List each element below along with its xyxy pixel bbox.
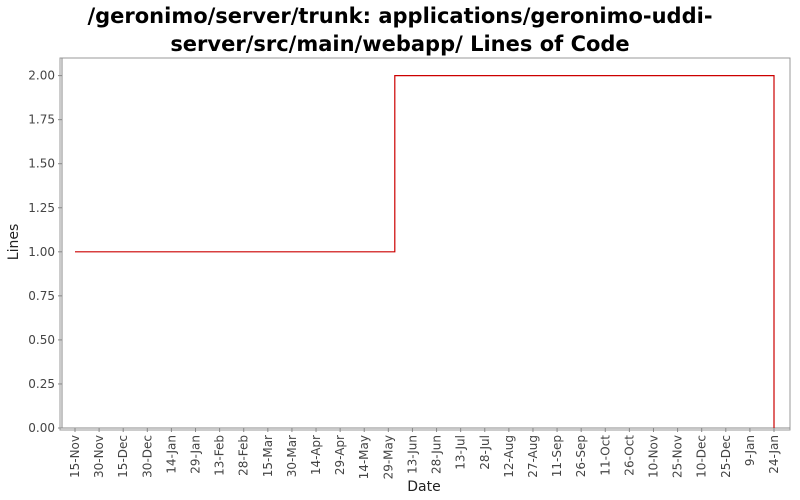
y-tick-label: 0.50 — [28, 333, 55, 347]
chart-title: /geronimo/server/trunk: applications/ger… — [0, 2, 800, 58]
x-tick-label: 14-Apr — [309, 435, 323, 475]
x-tick-label: 24-Jan — [767, 435, 781, 474]
x-tick-label: 15-Nov — [68, 435, 82, 478]
x-tick-label: 28-Feb — [237, 435, 251, 476]
y-axis-title: Lines — [6, 224, 22, 260]
y-tick-label: 0.25 — [28, 377, 55, 391]
x-tick-label: 26-Oct — [622, 435, 636, 476]
x-tick-label: 27-Aug — [526, 435, 540, 478]
y-tick-label: 1.75 — [28, 113, 55, 127]
x-tick-label: 29-Apr — [333, 435, 347, 475]
x-tick-label: 13-Feb — [213, 435, 227, 476]
x-tick-label: 25-Nov — [671, 435, 685, 478]
y-tick-label: 1.50 — [28, 157, 55, 171]
x-tick-label: 10-Dec — [695, 435, 709, 478]
x-tick-label: 29-May — [381, 435, 395, 479]
x-tick-label: 26-Sep — [574, 435, 588, 477]
x-ticks: 15-Nov 30-Nov 15-Dec 30-Dec 14-Jan 29-Jan 13-F… — [68, 428, 781, 479]
x-tick-label: 9-Jan — [743, 435, 757, 466]
x-tick-label: 13-Jul — [454, 435, 468, 470]
series-line — [75, 74, 775, 428]
x-tick-label: 30-Dec — [140, 435, 154, 478]
x-tick-label: 15-Dec — [116, 435, 130, 478]
x-tick-label: 15-Mar — [261, 435, 275, 477]
x-axis-title: Date — [407, 479, 440, 495]
x-tick-label: 28-Jul — [478, 435, 492, 470]
y-tick-label: 0.75 — [28, 289, 55, 303]
y-tick-label: 0.00 — [28, 421, 55, 435]
x-tick-label: 30-Nov — [92, 435, 106, 478]
series-group — [75, 74, 775, 428]
x-tick-label: 29-Jan — [189, 435, 203, 474]
x-tick-label: 13-Jun — [405, 435, 419, 474]
x-tick-label: 14-Jan — [164, 435, 178, 474]
y-tick-label: 1.00 — [28, 245, 55, 259]
x-tick-label: 30-Mar — [285, 435, 299, 477]
x-tick-label: 11-Oct — [598, 435, 612, 476]
y-tick-label: 2.00 — [28, 69, 55, 83]
plot-frame — [59, 57, 791, 431]
y-ticks: 0.00 0.25 0.50 0.75 1.00 1.25 1.50 1.75 2.00 — [28, 69, 62, 435]
chart-title-line-1: /geronimo/server/trunk: applications/ger… — [87, 4, 713, 28]
y-tick-label: 1.25 — [28, 201, 55, 215]
x-tick-label: 14-May — [357, 435, 371, 479]
x-tick-label: 12-Aug — [502, 435, 516, 478]
x-tick-label: 10-Nov — [646, 435, 660, 478]
x-tick-label: 11-Sep — [550, 435, 564, 477]
x-tick-label: 28-Jun — [430, 435, 444, 474]
chart-title-line-2: server/src/main/webapp/ Lines of Code — [170, 32, 630, 56]
x-tick-label: 25-Dec — [719, 435, 733, 478]
